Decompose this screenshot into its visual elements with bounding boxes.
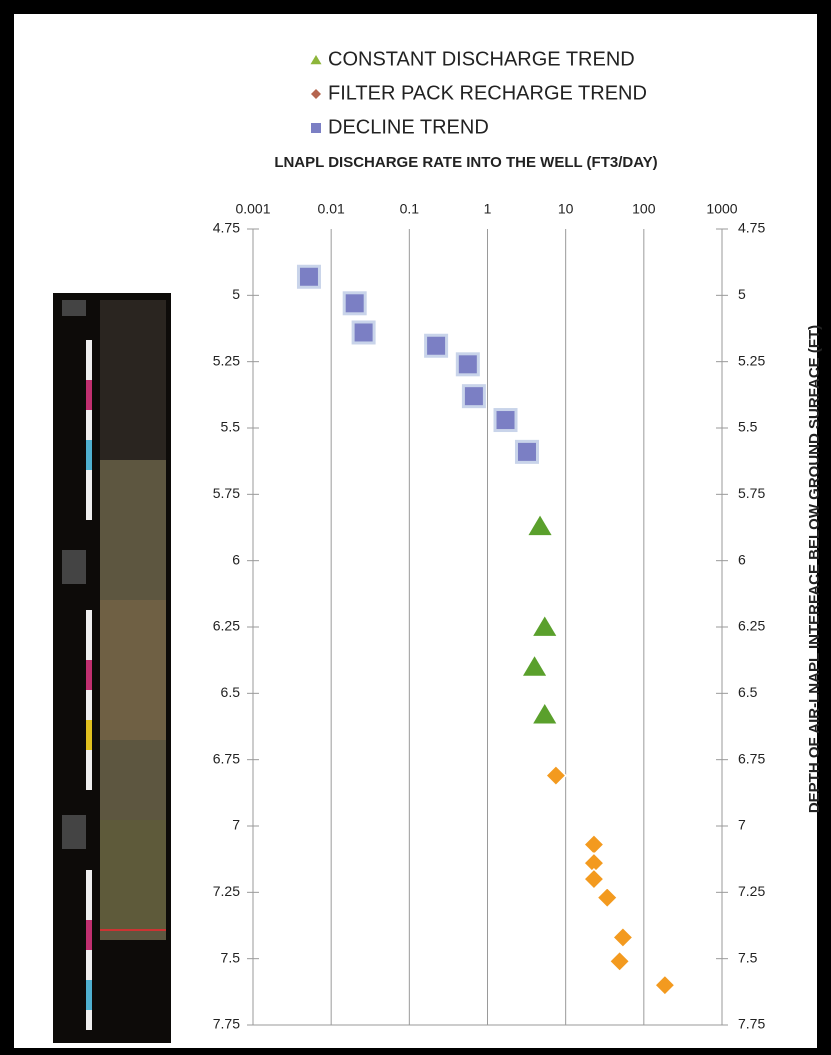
square-marker xyxy=(344,293,365,314)
y-axis-title: DEPTH OF AIR-LNAPL INTERFACE BELOW GROUN… xyxy=(806,325,823,813)
square-marker xyxy=(353,322,374,343)
y2-tick-label: 7.5 xyxy=(738,949,758,965)
square-marker xyxy=(516,441,537,462)
chart: LNAPL DISCHARGE RATE INTO THE WELL (FT3/… xyxy=(0,0,831,1055)
y2-tick-label: 7.25 xyxy=(738,883,765,899)
core-photo xyxy=(53,293,171,1043)
y2-tick-label: 4.75 xyxy=(738,220,765,236)
square-marker xyxy=(495,410,516,431)
y-tick-label: 4.75 xyxy=(213,220,240,236)
y2-tick-label: 5.75 xyxy=(738,485,765,501)
y-tick-label: 5.5 xyxy=(221,419,241,435)
square-marker xyxy=(457,354,478,375)
y2-tick-label: 7.75 xyxy=(738,1016,765,1032)
y-tick-label: 7.25 xyxy=(213,883,240,899)
y2-tick-label: 5 xyxy=(738,286,746,302)
legend-label: CONSTANT DISCHARGE TREND xyxy=(328,48,635,70)
axis-title: LNAPL DISCHARGE RATE INTO THE WELL (FT3/… xyxy=(274,154,657,171)
x-tick-label: 0.1 xyxy=(400,201,420,217)
page: LNAPL DISCHARGE RATE INTO THE WELL (FT3/… xyxy=(0,0,831,1055)
y2-tick-label: 6.25 xyxy=(738,618,765,634)
y-tick-label: 7.75 xyxy=(213,1016,240,1032)
x-tick-label: 0.01 xyxy=(318,201,345,217)
y-tick-label: 6 xyxy=(232,551,240,567)
square-marker xyxy=(311,123,321,133)
y-tick-label: 6.25 xyxy=(213,618,240,634)
y-tick-label: 5.75 xyxy=(213,485,240,501)
y2-tick-label: 5.5 xyxy=(738,419,758,435)
square-marker xyxy=(426,335,447,356)
y-tick-label: 5 xyxy=(232,286,240,302)
y-tick-label: 6.5 xyxy=(221,684,241,700)
y2-tick-label: 6.5 xyxy=(738,684,758,700)
y2-tick-label: 5.25 xyxy=(738,352,765,368)
y-tick-label: 7.5 xyxy=(221,949,241,965)
x-tick-label: 1 xyxy=(484,201,492,217)
y-tick-label: 5.25 xyxy=(213,352,240,368)
x-tick-label: 0.001 xyxy=(235,201,270,217)
y2-tick-label: 6.75 xyxy=(738,750,765,766)
legend-label: DECLINE TREND xyxy=(328,116,489,138)
square-marker xyxy=(298,266,319,287)
x-tick-label: 10 xyxy=(558,201,574,217)
x-tick-label: 1000 xyxy=(706,201,737,217)
legend-label: FILTER PACK RECHARGE TREND xyxy=(328,82,647,104)
y2-tick-label: 6 xyxy=(738,551,746,567)
x-tick-label: 100 xyxy=(632,201,656,217)
y-tick-label: 7 xyxy=(232,817,240,833)
y2-tick-label: 7 xyxy=(738,817,746,833)
square-marker xyxy=(463,386,484,407)
y-tick-label: 6.75 xyxy=(213,750,240,766)
